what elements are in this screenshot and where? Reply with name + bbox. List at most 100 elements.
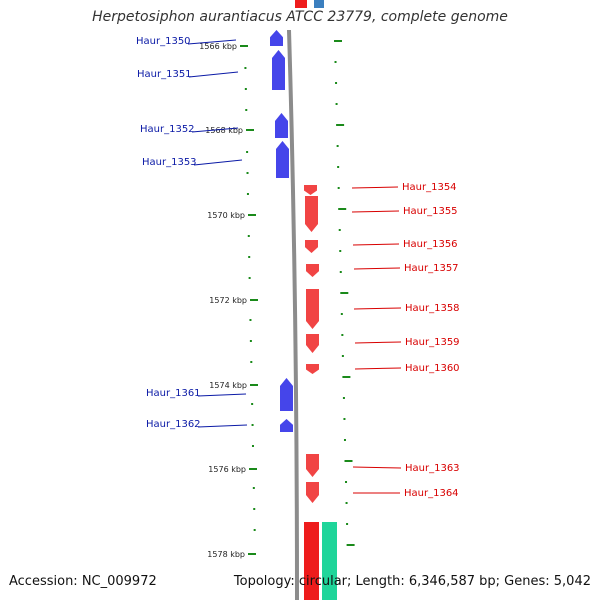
gene-arrow <box>272 50 285 90</box>
gene-leader-line <box>354 341 402 344</box>
gene-arrow-highlight <box>280 378 293 411</box>
gene-arrow-highlight <box>270 30 283 46</box>
bottom-teal-feature <box>322 522 337 600</box>
gene-arrow <box>305 196 318 232</box>
gene-label: Haur_1358 <box>405 303 460 314</box>
tick-label: 1568 kbp <box>205 126 243 135</box>
minor-tick <box>249 340 252 342</box>
minor-tick <box>247 235 250 237</box>
outer-tick <box>343 418 346 420</box>
gene-leader-line <box>351 186 399 189</box>
major-tick <box>240 45 248 47</box>
map-title: Herpetosiphon aurantiacus ATCC 23779, co… <box>92 9 508 25</box>
gene-arrow-highlight <box>306 454 319 477</box>
minor-tick <box>251 424 254 426</box>
gene-arrow-highlight <box>306 264 319 277</box>
gene-arrow <box>306 454 319 477</box>
gene-label: Haur_1357 <box>404 263 459 274</box>
tick-label: 1576 kbp <box>208 465 246 474</box>
minor-tick <box>253 529 256 531</box>
outer-tick <box>340 292 349 294</box>
gene-arrow <box>306 334 319 353</box>
minor-tick <box>248 277 251 279</box>
outer-tick <box>337 187 340 189</box>
gene-leader-line <box>188 71 239 78</box>
minor-tick <box>249 319 252 321</box>
genome-backbone <box>287 29 299 600</box>
outer-tick <box>346 544 355 546</box>
gene-leader-line <box>353 307 402 310</box>
major-tick <box>248 214 256 216</box>
outer-tick <box>338 229 341 231</box>
outer-tick <box>342 376 351 378</box>
gene-label: Haur_1353 <box>142 157 197 168</box>
top-blue-feature <box>314 0 324 8</box>
outer-tick <box>345 481 348 483</box>
gene-arrow <box>306 482 319 503</box>
gene-label: Haur_1352 <box>140 124 195 135</box>
gene-label: Haur_1361 <box>146 388 201 399</box>
minor-tick <box>253 508 256 510</box>
outer-tick <box>345 502 348 504</box>
tick-label: 1578 kbp <box>207 550 245 559</box>
gene-arrow-highlight <box>305 240 318 253</box>
minor-tick <box>246 193 249 195</box>
tick-label: 1566 kbp <box>199 42 237 51</box>
gene-leader-line <box>187 39 237 45</box>
gene-arrow <box>275 113 288 138</box>
outer-tick <box>341 334 344 336</box>
minor-tick <box>244 88 247 90</box>
outer-tick <box>335 103 338 105</box>
gene-label: Haur_1350 <box>136 36 191 47</box>
gene-arrow-highlight <box>280 419 293 432</box>
outer-tick <box>346 523 349 525</box>
gene-arrow-highlight <box>305 196 318 232</box>
gene-arrow <box>306 364 319 374</box>
gene-leader-line <box>193 159 243 166</box>
outer-tick <box>337 166 340 168</box>
gene-arrow-highlight <box>306 364 319 374</box>
outer-tick <box>336 145 339 147</box>
gene-arrow-highlight <box>275 113 288 138</box>
major-tick <box>250 384 258 386</box>
bottom-red-feature <box>304 522 319 600</box>
minor-tick <box>244 67 247 69</box>
minor-tick <box>250 361 253 363</box>
gene-arrow <box>304 185 317 195</box>
minor-tick <box>248 256 251 258</box>
outer-tick <box>343 439 346 441</box>
gene-arrow <box>305 240 318 253</box>
topology-summary: Topology: circular; Length: 6,346,587 bp… <box>233 574 591 589</box>
gene-arrow <box>270 30 283 46</box>
gene-leader-line <box>352 466 402 469</box>
gene-label: Haur_1356 <box>403 239 458 250</box>
outer-tick <box>344 460 353 462</box>
gene-arrow-highlight <box>306 289 319 329</box>
outer-tick <box>336 124 345 126</box>
gene-leader-line <box>354 367 402 370</box>
minor-tick <box>251 403 254 405</box>
gene-leader-line <box>197 424 248 428</box>
outer-tick <box>334 61 337 63</box>
minor-tick <box>246 172 249 174</box>
gene-label: Haur_1351 <box>137 69 192 80</box>
outer-tick <box>339 250 342 252</box>
top-red-feature <box>295 0 307 8</box>
outer-tick <box>341 355 344 357</box>
tick-label: 1572 kbp <box>209 296 247 305</box>
gene-arrow <box>280 378 293 411</box>
gene-label: Haur_1359 <box>405 337 460 348</box>
minor-tick <box>251 445 254 447</box>
major-tick <box>250 299 258 301</box>
outer-tick <box>335 82 338 84</box>
gene-leader-line <box>197 393 247 397</box>
outer-tick <box>338 208 347 210</box>
gene-label: Haur_1364 <box>404 488 459 499</box>
major-tick <box>249 468 257 470</box>
gene-label: Haur_1360 <box>405 363 460 374</box>
minor-tick <box>246 151 249 153</box>
outer-tick <box>340 313 343 315</box>
gene-arrow <box>280 419 293 432</box>
gene-leader-line <box>352 243 400 246</box>
gene-arrow-highlight <box>306 482 319 503</box>
